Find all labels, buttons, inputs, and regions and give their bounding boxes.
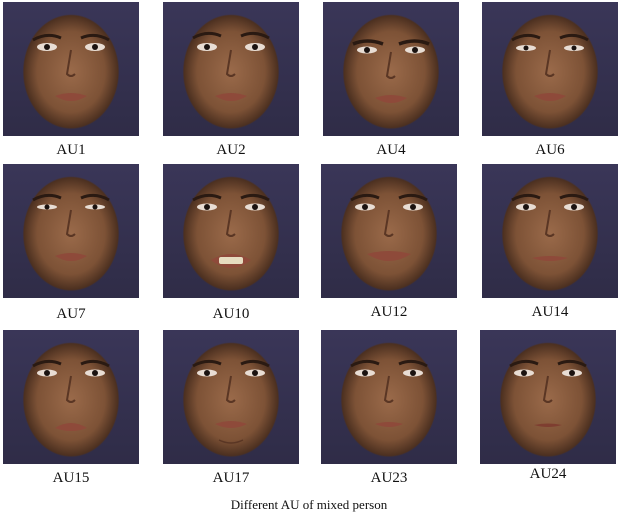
tile-label-au17: AU17 — [212, 470, 250, 486]
face-image-au17 — [163, 330, 299, 464]
face-image-au12 — [321, 164, 457, 298]
tile-label-au12: AU12 — [370, 304, 408, 320]
tile-label-au1: AU1 — [56, 142, 86, 158]
face-image-au23 — [321, 330, 457, 464]
figure-caption: Different AU of mixed person — [230, 497, 388, 512]
tile-label-au10: AU10 — [212, 306, 250, 322]
face-image-au24 — [480, 330, 616, 464]
tile-label-au6: AU6 — [535, 142, 565, 158]
tile-label-au23: AU23 — [370, 470, 408, 486]
face-image-au15 — [3, 330, 139, 464]
tile-label-au7: AU7 — [56, 306, 86, 322]
tile-label-au24: AU24 — [529, 466, 567, 482]
tile-label-au14: AU14 — [531, 304, 569, 320]
face-image-au1 — [3, 2, 139, 136]
face-image-au2 — [163, 2, 299, 136]
face-image-au14 — [482, 164, 618, 298]
face-image-au7 — [3, 164, 139, 298]
face-image-au6 — [482, 2, 618, 136]
face-image-au10 — [163, 164, 299, 298]
face-image-au4 — [323, 2, 459, 136]
tile-label-au4: AU4 — [376, 142, 406, 158]
tile-label-au15: AU15 — [52, 470, 90, 486]
tile-label-au2: AU2 — [216, 142, 246, 158]
